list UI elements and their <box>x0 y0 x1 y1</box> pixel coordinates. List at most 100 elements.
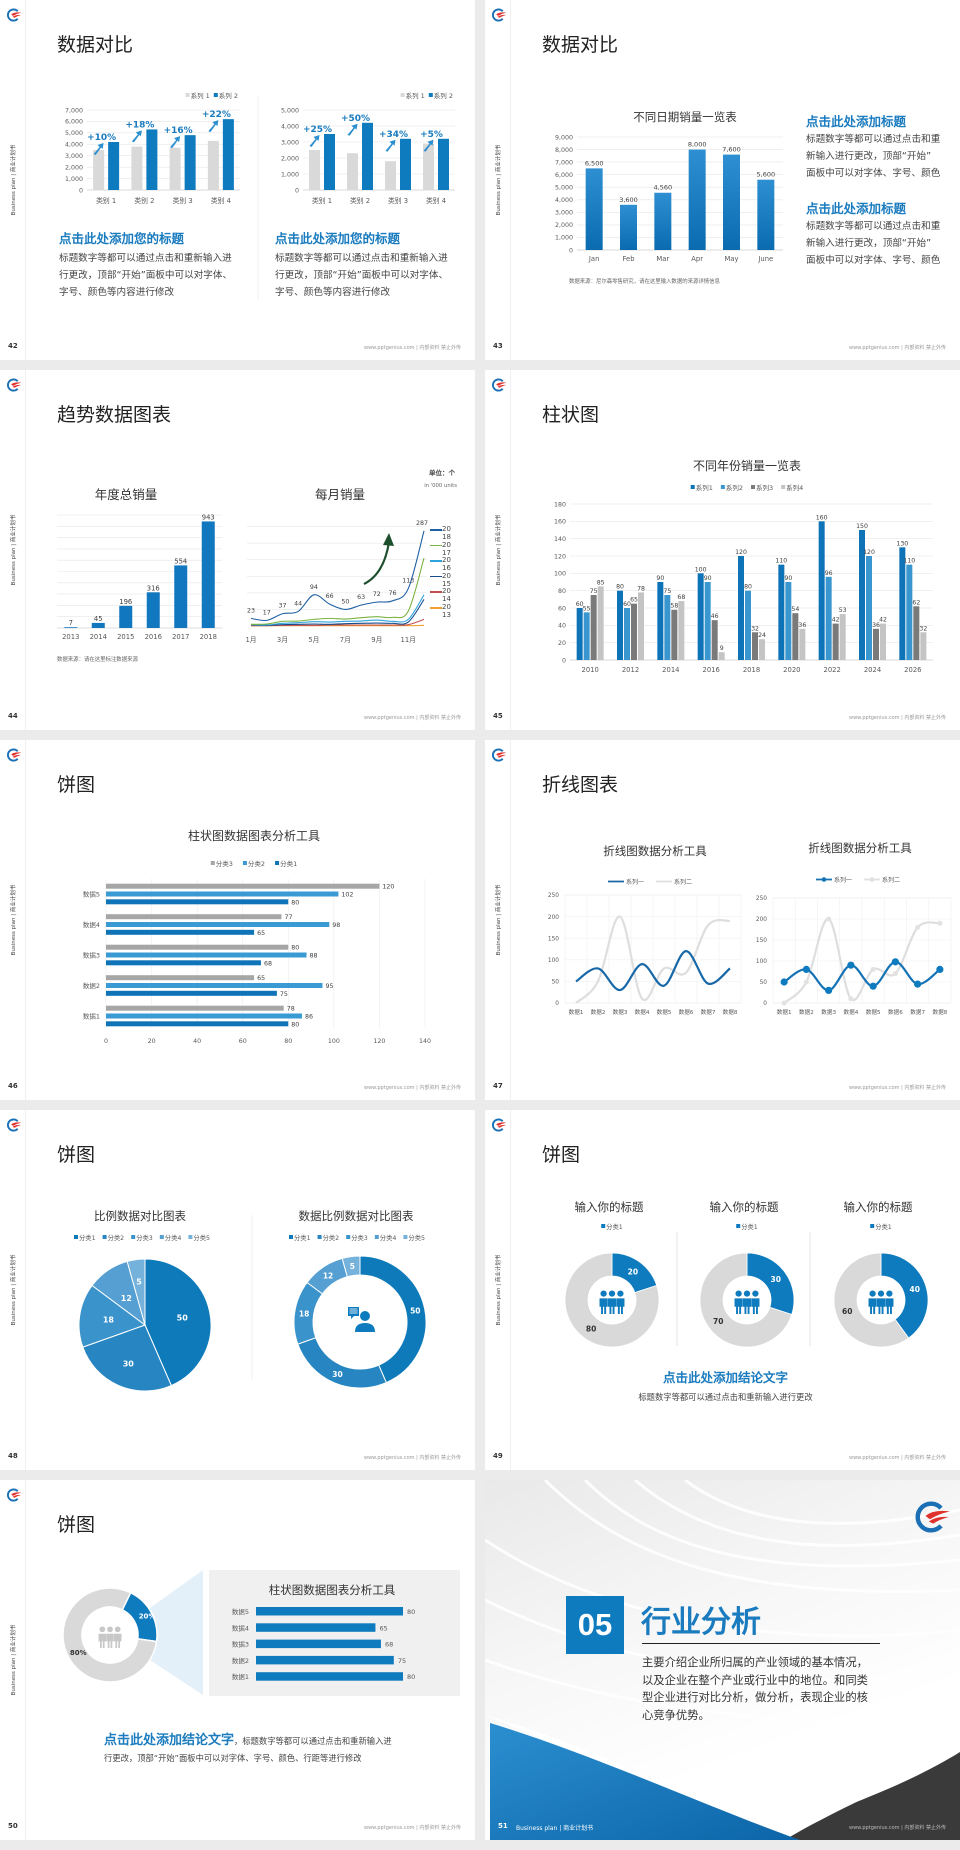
page-number: 47 <box>493 1082 503 1090</box>
block-heading[interactable]: 点击此处添加标题 <box>806 201 907 216</box>
slide-51-section-cover[interactable]: 05 行业分析 主要介绍企业所归属的产业领域的基本情况， 以及企业在整个产业或行… <box>485 1480 960 1840</box>
data-point-marker <box>870 966 876 972</box>
bar <box>256 1672 403 1681</box>
footer-text: www.pptgenius.com | 内部资料 禁止外传 <box>363 1455 461 1461</box>
x-tick-label: 类别 3 <box>173 196 193 205</box>
slide-46[interactable]: Business plan | 商业计划书 46 www.pptgenius.c… <box>0 740 475 1100</box>
x-tick-label: 数据8 <box>933 1008 948 1016</box>
legend-item: 2013 <box>430 603 460 619</box>
y-tick-label: 50 <box>760 980 768 986</box>
x-tick-label: 类别 1 <box>96 196 116 205</box>
slice-label: 12 <box>323 1271 333 1280</box>
block-heading[interactable]: 点击此处添加您的标题 <box>275 231 401 246</box>
slide-43[interactable]: Business plan | 商业计划书 43 www.pptgenius.c… <box>485 0 960 360</box>
person-body <box>868 1298 877 1314</box>
growth-label: +25% <box>303 125 332 135</box>
trend-arrow-icon <box>363 541 391 585</box>
slide-42[interactable]: Business plan | 商业计划书 42 www.pptgenius.c… <box>0 0 475 360</box>
legend-item: 2015 <box>430 572 460 588</box>
bar <box>146 592 160 628</box>
y-tick-label: 250 <box>548 893 559 899</box>
data-label: 120 <box>863 549 875 556</box>
y-tick-label: 100 <box>554 571 566 578</box>
conclusion-heading[interactable]: 点击此处添加结论文字 <box>662 1370 788 1385</box>
person-head <box>99 1626 106 1633</box>
bar <box>106 891 339 897</box>
bar <box>438 138 449 190</box>
slice-label: 20 <box>628 1267 638 1276</box>
y-tick-label: 4,000 <box>65 142 83 149</box>
pie-slice <box>78 1284 147 1348</box>
conclusion-heading[interactable]: 点击此处添加结论文字 <box>104 1733 235 1748</box>
slide-title: 饼图 <box>57 1514 96 1536</box>
y-tick-label: 3,000 <box>281 139 299 146</box>
pie-slice <box>126 1258 146 1326</box>
legend-swatch-icon <box>185 93 190 97</box>
slide-50[interactable]: Business plan | 商业计划书 50 www.pptgenius.c… <box>0 1480 475 1840</box>
data-label: 150 <box>856 523 868 530</box>
data-label: 65 <box>379 1624 387 1632</box>
data-label: 85 <box>597 579 605 586</box>
data-label: 160 <box>816 514 828 521</box>
bar <box>825 576 832 660</box>
y-tick-label: 7,000 <box>65 107 83 114</box>
legend-label: 2015 <box>442 571 451 588</box>
person-head <box>886 1290 893 1297</box>
bar <box>759 639 765 660</box>
data-label: 86 <box>305 1014 313 1021</box>
bar <box>207 140 219 190</box>
legend-item: 分类5 <box>403 1233 425 1242</box>
y-tick-label: 0 <box>79 187 83 194</box>
callout-connector <box>150 1570 203 1695</box>
data-label: 102 <box>341 892 353 899</box>
background-curves <box>485 1480 960 1724</box>
page-number: 43 <box>493 342 503 350</box>
bar <box>620 204 637 250</box>
data-label: 98 <box>332 922 340 929</box>
legend-item: 系列 1 <box>185 91 210 100</box>
bar <box>859 530 865 660</box>
x-tick-label: 2018 <box>200 633 217 641</box>
slide-45[interactable]: Business plan | 商业计划书 45 www.pptgenius.c… <box>485 370 960 730</box>
data-point-marker <box>892 971 898 977</box>
bar <box>752 632 758 660</box>
person-body <box>113 1633 122 1648</box>
x-tick-label: 2022 <box>824 666 841 674</box>
legend: 分类1 分类2 分类3 分类4 分类5 <box>73 1233 210 1242</box>
x-tick-label: 2026 <box>904 666 921 674</box>
person-body <box>607 1298 617 1314</box>
page-number: 46 <box>8 1082 18 1090</box>
speech-bubble <box>348 1307 359 1316</box>
bar <box>362 122 373 190</box>
legend-label: 系列 2 <box>219 91 238 100</box>
bar <box>664 595 671 660</box>
legend-item: 2014 <box>430 587 460 603</box>
team-people-icon <box>98 1626 122 1648</box>
slide-49[interactable]: Business plan | 商业计划书 49 www.pptgenius.c… <box>485 1110 960 1470</box>
slide-44[interactable]: Business plan | 商业计划书 44 www.pptgenius.c… <box>0 370 475 730</box>
slide-side-strip <box>0 740 26 1100</box>
data-label: 196 <box>119 598 132 606</box>
slide-48[interactable]: Business plan | 商业计划书 48 www.pptgenius.c… <box>0 1110 475 1470</box>
x-tick-label: 数据4 <box>635 1008 650 1016</box>
series-line <box>575 950 731 992</box>
x-tick-label: June <box>757 255 773 263</box>
person-body <box>106 1633 114 1648</box>
slide-side-strip <box>0 0 26 360</box>
legend-label: 系列二 <box>882 876 900 884</box>
series-line <box>250 618 425 627</box>
y-category-label: 数据5 <box>232 1607 249 1616</box>
data-label: 80 <box>407 1673 415 1681</box>
y-tick-label: 2,000 <box>281 155 299 162</box>
chart-title: 折线图数据分析工具 <box>808 841 912 855</box>
block-heading[interactable]: 点击此处添加您的标题 <box>59 231 185 246</box>
y-tick-label: 80 <box>558 588 566 595</box>
bar <box>108 142 120 190</box>
legend-label: 分类4 <box>165 1233 182 1242</box>
legend: 分类1 <box>736 1222 758 1231</box>
block-heading[interactable]: 点击此处添加标题 <box>806 114 907 129</box>
slide-47[interactable]: Business plan | 商业计划书 47 www.pptgenius.c… <box>485 740 960 1100</box>
data-label: 36 <box>798 622 806 629</box>
